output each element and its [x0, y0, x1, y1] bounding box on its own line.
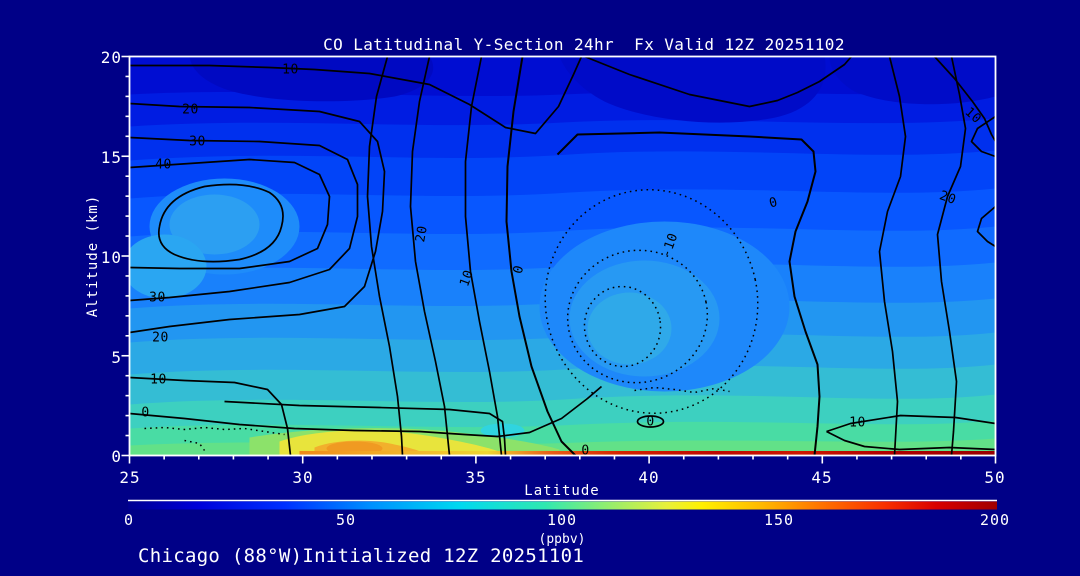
contour-label: 30 [149, 291, 166, 306]
x-tick-label: 35 [465, 468, 486, 487]
contour-label: 10 [150, 373, 167, 388]
y-tick-label: 0 [111, 447, 122, 466]
colorbar-tick-label: 50 [336, 511, 356, 529]
filled-contours [129, 56, 996, 456]
x-axis: 25 30 35 40 45 50 Latitude [119, 468, 1005, 499]
x-axis-title: Latitude [524, 483, 599, 499]
contour-label: 20 [182, 103, 199, 118]
chart-title: CO Latitudinal Y-Section 24hr Fx Valid 1… [323, 35, 845, 54]
colorbar-tick-label: 200 [980, 511, 1010, 529]
y-tick-label: 15 [101, 148, 122, 167]
contour-label: 10 [282, 63, 299, 78]
x-tick-label: 40 [638, 468, 659, 487]
colorbar-gradient [128, 501, 997, 510]
contour-labels: 10 20 30 40 30 20 10 0 20 10 0 0 -10 10 … [141, 63, 984, 459]
axis-ticks [121, 55, 997, 464]
contour-label: 0 [646, 415, 654, 430]
contour-label: 0 [141, 406, 149, 421]
y-axis: 20 15 10 5 0 Altitude (km) [85, 48, 122, 466]
contour-label: 20 [152, 331, 169, 346]
contour-label: 30 [189, 135, 206, 150]
contour-lines-solid [129, 56, 996, 456]
plot-area: 10 20 30 40 30 20 10 0 20 10 0 0 -10 10 … [129, 56, 996, 459]
x-tick-label: 45 [811, 468, 832, 487]
contour-label: 20 [937, 188, 958, 208]
footer-annotation: Chicago (88°W)Initialized 12Z 20251101 [138, 545, 584, 567]
x-tick-label: 30 [292, 468, 313, 487]
colorbar-tick-label: 0 [124, 511, 134, 529]
x-tick-label: 50 [984, 468, 1005, 487]
colorbar-tick-label: 100 [547, 511, 577, 529]
contour-label: 10 [849, 416, 866, 431]
x-tick-label: 25 [119, 468, 140, 487]
y-tick-label: 10 [101, 248, 122, 267]
contour-label: 40 [155, 158, 172, 173]
contour-label: 0 [581, 444, 589, 459]
contour-label: 20 [413, 224, 431, 243]
y-axis-title: Altitude (km) [85, 195, 101, 318]
y-tick-label: 5 [111, 348, 122, 367]
colorbar-tick-label: 150 [764, 511, 794, 529]
contour-label: 0 [511, 264, 528, 276]
contour-lines-dotted [144, 189, 759, 451]
contour-label: 0 [768, 195, 780, 212]
colorbar-units: (ppbv) [539, 532, 586, 547]
y-tick-label: 20 [101, 48, 122, 67]
contour-label: 10 [457, 268, 477, 289]
colorbar: 0 50 100 150 200 (ppbv) [124, 499, 1010, 547]
